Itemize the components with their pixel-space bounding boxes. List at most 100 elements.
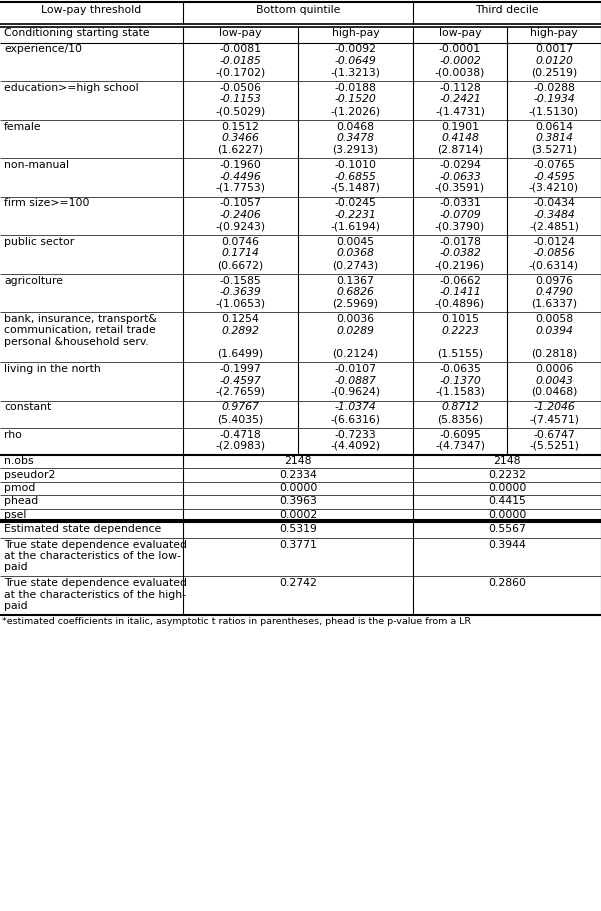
Text: 0.8712: 0.8712 bbox=[441, 403, 479, 413]
Text: 0.0000: 0.0000 bbox=[488, 483, 526, 493]
Text: -0.4595: -0.4595 bbox=[533, 171, 575, 181]
Text: -0.3639: -0.3639 bbox=[219, 287, 261, 297]
Text: pmod: pmod bbox=[4, 483, 35, 493]
Text: Low-pay threshold: Low-pay threshold bbox=[41, 5, 142, 15]
Text: -0.0245: -0.0245 bbox=[335, 199, 376, 209]
Text: -(0.4896): -(0.4896) bbox=[435, 299, 485, 309]
Text: (2.8714): (2.8714) bbox=[437, 145, 483, 155]
Text: 0.2232: 0.2232 bbox=[488, 469, 526, 479]
Text: -0.1585: -0.1585 bbox=[219, 275, 261, 285]
Text: -0.0001: -0.0001 bbox=[439, 45, 481, 55]
Text: 0.5567: 0.5567 bbox=[488, 524, 526, 534]
Text: -0.0188: -0.0188 bbox=[335, 83, 376, 93]
Text: 0.0120: 0.0120 bbox=[535, 56, 573, 66]
Text: -0.0709: -0.0709 bbox=[439, 210, 481, 220]
Text: -(2.7659): -(2.7659) bbox=[216, 387, 266, 397]
Text: pseudor2: pseudor2 bbox=[4, 469, 55, 479]
Text: -(1.1583): -(1.1583) bbox=[435, 387, 485, 397]
Text: 0.4790: 0.4790 bbox=[535, 287, 573, 297]
Text: -0.0434: -0.0434 bbox=[533, 199, 575, 209]
Text: 0.2223: 0.2223 bbox=[441, 325, 479, 335]
Text: non-manual: non-manual bbox=[4, 160, 69, 170]
Text: paid: paid bbox=[4, 601, 28, 611]
Text: 0.2742: 0.2742 bbox=[279, 578, 317, 588]
Text: -(4.4092): -(4.4092) bbox=[331, 441, 380, 451]
Text: *estimated coefficients in italic, asymptotic t ratios in parentheses, phead is : *estimated coefficients in italic, asymp… bbox=[2, 617, 471, 626]
Text: -(1.2026): -(1.2026) bbox=[331, 106, 380, 116]
Text: -(5.5251): -(5.5251) bbox=[529, 441, 579, 451]
Text: 0.0002: 0.0002 bbox=[279, 510, 317, 520]
Text: 0.0045: 0.0045 bbox=[337, 237, 374, 247]
Text: -(0.5029): -(0.5029) bbox=[215, 106, 266, 116]
Text: 0.0614: 0.0614 bbox=[535, 121, 573, 131]
Text: 2148: 2148 bbox=[284, 456, 312, 466]
Text: -(6.6316): -(6.6316) bbox=[331, 414, 380, 424]
Text: Estimated state dependence: Estimated state dependence bbox=[4, 524, 161, 534]
Text: 0.2334: 0.2334 bbox=[279, 469, 317, 479]
Text: 0.0746: 0.0746 bbox=[222, 237, 260, 247]
Text: n.obs: n.obs bbox=[4, 456, 34, 466]
Text: -(3.4210): -(3.4210) bbox=[529, 183, 579, 193]
Text: public sector: public sector bbox=[4, 237, 75, 247]
Text: (3.5271): (3.5271) bbox=[531, 145, 577, 155]
Text: -0.4496: -0.4496 bbox=[219, 171, 261, 181]
Text: 0.2892: 0.2892 bbox=[222, 325, 260, 335]
Text: 0.0043: 0.0043 bbox=[535, 375, 573, 385]
Text: personal &household serv.: personal &household serv. bbox=[4, 337, 149, 347]
Text: constant: constant bbox=[4, 403, 51, 413]
Text: 0.3944: 0.3944 bbox=[488, 539, 526, 549]
Text: 0.1901: 0.1901 bbox=[441, 121, 479, 131]
Text: -0.0185: -0.0185 bbox=[219, 56, 261, 66]
Text: -0.0765: -0.0765 bbox=[533, 160, 575, 170]
Text: 0.0000: 0.0000 bbox=[488, 510, 526, 520]
Text: 0.1714: 0.1714 bbox=[222, 249, 260, 259]
Text: phead: phead bbox=[4, 496, 38, 507]
Text: -0.4718: -0.4718 bbox=[219, 429, 261, 439]
Text: 0.2860: 0.2860 bbox=[488, 578, 526, 588]
Text: Third decile: Third decile bbox=[475, 5, 539, 15]
Text: education>=high school: education>=high school bbox=[4, 83, 139, 93]
Text: (0.2519): (0.2519) bbox=[531, 67, 577, 77]
Text: 0.0289: 0.0289 bbox=[337, 325, 374, 335]
Text: (0.6672): (0.6672) bbox=[218, 260, 264, 270]
Text: -(0.1702): -(0.1702) bbox=[215, 67, 266, 77]
Text: -(0.9243): -(0.9243) bbox=[215, 221, 266, 231]
Text: female: female bbox=[4, 121, 41, 131]
Text: -(1.3213): -(1.3213) bbox=[331, 67, 380, 77]
Text: (0.2818): (0.2818) bbox=[531, 349, 577, 359]
Text: -0.0107: -0.0107 bbox=[335, 364, 376, 374]
Text: 0.6826: 0.6826 bbox=[337, 287, 374, 297]
Text: -(1.7753): -(1.7753) bbox=[216, 183, 266, 193]
Text: -(0.6314): -(0.6314) bbox=[529, 260, 579, 270]
Text: at the characteristics of the low-: at the characteristics of the low- bbox=[4, 551, 181, 561]
Text: True state dependence evaluated: True state dependence evaluated bbox=[4, 539, 187, 549]
Text: experience/10: experience/10 bbox=[4, 45, 82, 55]
Text: -(4.7347): -(4.7347) bbox=[435, 441, 485, 451]
Text: -(1.5130): -(1.5130) bbox=[529, 106, 579, 116]
Text: -0.0382: -0.0382 bbox=[439, 249, 481, 259]
Text: -(0.3790): -(0.3790) bbox=[435, 221, 485, 231]
Text: -0.1960: -0.1960 bbox=[219, 160, 261, 170]
Text: -0.0633: -0.0633 bbox=[439, 171, 481, 181]
Text: -0.1370: -0.1370 bbox=[439, 375, 481, 385]
Text: low-pay: low-pay bbox=[219, 28, 262, 38]
Text: -0.1153: -0.1153 bbox=[219, 95, 261, 105]
Text: -0.2231: -0.2231 bbox=[335, 210, 376, 220]
Text: -(1.0653): -(1.0653) bbox=[215, 299, 266, 309]
Text: 2148: 2148 bbox=[493, 456, 520, 466]
Text: -0.1128: -0.1128 bbox=[439, 83, 481, 93]
Text: (1.6337): (1.6337) bbox=[531, 299, 577, 309]
Text: -0.0635: -0.0635 bbox=[439, 364, 481, 374]
Text: (5.4035): (5.4035) bbox=[218, 414, 264, 424]
Text: high-pay: high-pay bbox=[530, 28, 578, 38]
Text: -1.0374: -1.0374 bbox=[335, 403, 376, 413]
Text: -0.6095: -0.6095 bbox=[439, 429, 481, 439]
Text: (0.2124): (0.2124) bbox=[332, 349, 379, 359]
Text: (1.5155): (1.5155) bbox=[437, 349, 483, 359]
Text: -(1.4731): -(1.4731) bbox=[435, 106, 485, 116]
Text: -0.0178: -0.0178 bbox=[439, 237, 481, 247]
Text: 0.4415: 0.4415 bbox=[488, 496, 526, 507]
Text: rho: rho bbox=[4, 429, 22, 439]
Text: (2.5969): (2.5969) bbox=[332, 299, 379, 309]
Text: -(2.4851): -(2.4851) bbox=[529, 221, 579, 231]
